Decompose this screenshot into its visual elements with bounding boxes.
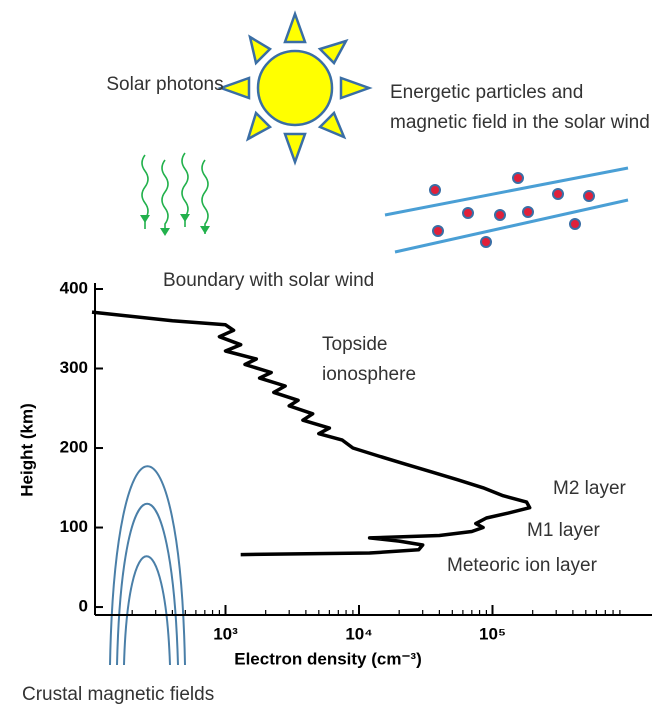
annotation: Topside ionosphere [322, 334, 417, 385]
x-tick-label: 10³ [213, 624, 238, 643]
crustal-fields-label: Crustal magnetic fields [22, 684, 215, 705]
y-tick-label: 300 [60, 358, 88, 377]
density-profile [91, 310, 532, 557]
y-tick-label: 100 [60, 517, 88, 536]
crustal-field-lines [109, 465, 186, 666]
sun [217, 10, 373, 166]
x-tick-label: 10⁴ [345, 624, 372, 643]
y-axis-label: Height (km) [17, 403, 36, 497]
photon-rays [141, 152, 209, 234]
y-tick-label: 400 [60, 278, 88, 297]
annotation: Meteoric ion layer [447, 555, 597, 576]
x-axis-label: Electron density (cm⁻³) [234, 649, 422, 668]
solar-wind-label: Energetic particles and magnetic field i… [390, 82, 650, 133]
y-tick-label: 0 [79, 597, 88, 616]
photon-arrowheads [140, 214, 210, 236]
solar-wind-lines [384, 166, 629, 254]
annotation: M2 layer [553, 478, 626, 499]
x-tick-label: 10⁵ [479, 624, 506, 643]
annotation: M1 layer [527, 520, 600, 541]
annotation: Boundary with solar wind [163, 270, 375, 291]
y-tick-label: 200 [60, 438, 88, 457]
solar-photons-label: Solar photons [106, 74, 224, 95]
solar-wind-particles [429, 172, 595, 248]
